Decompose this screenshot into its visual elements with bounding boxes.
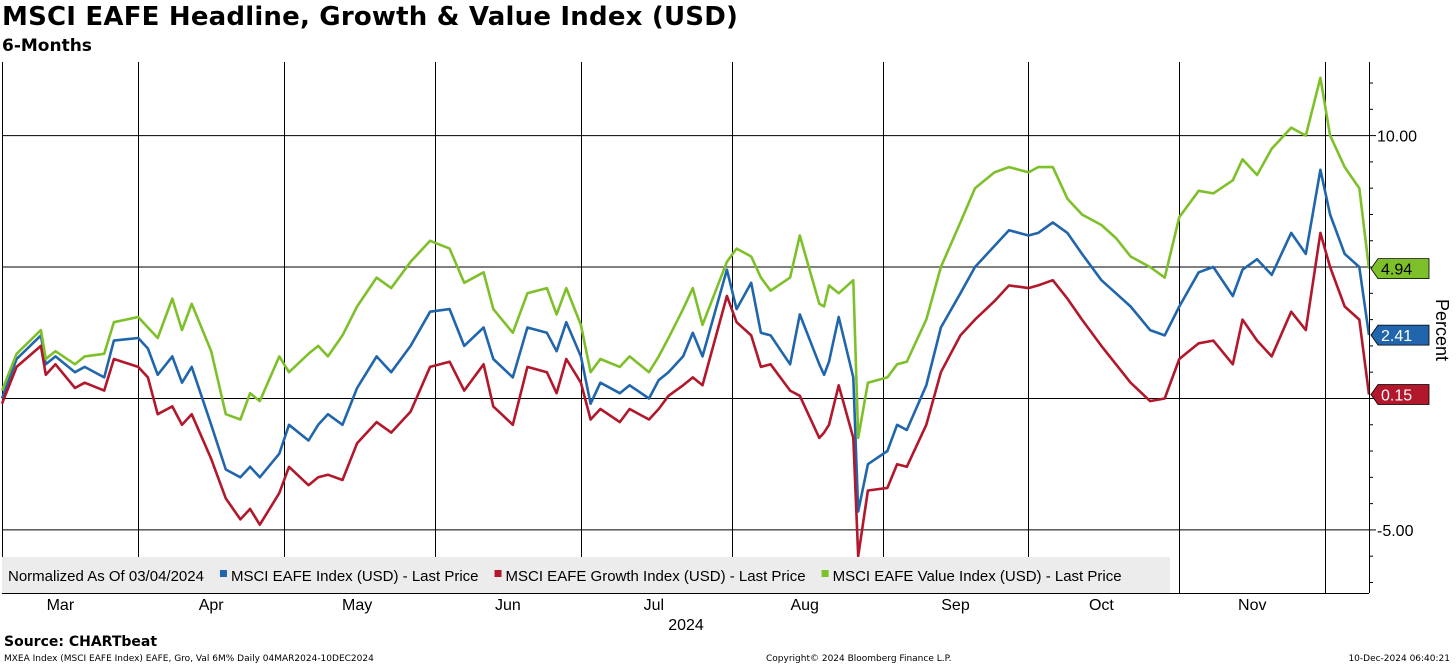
last-value-tag-bg [1370,258,1430,280]
last-value-label: 2.41 [1381,328,1412,345]
x-tick-label: Jun [495,597,521,614]
legend-box [2,557,1170,593]
timestamp: 10-Dec-2024 06:40:21 [1348,654,1450,664]
x-tick-label: Mar [47,597,75,614]
x-tick-label: Apr [199,597,225,614]
chart-subtitle: 6-Months [2,36,92,56]
legend-label: MSCI EAFE Index (USD) - Last Price [231,568,479,585]
ticker-info: MXEA Index (MSCI EAFE Index) EAFE, Gro, … [4,654,374,664]
grid [2,62,1369,593]
legend-item-headline: MSCI EAFE Index (USD) - Last Price [219,568,479,585]
last-value-label: 4.94 [1381,262,1412,279]
y-axis-label: Percent [1432,299,1452,361]
x-tick-label: Sep [941,597,970,614]
legend-swatch [494,570,502,577]
legend-swatch [219,570,227,577]
legend-swatch [821,570,829,577]
copyright-note: Copyright© 2024 Bloomberg Finance L.P. [766,654,952,664]
last-value-tag-growth: 0.15 [1370,384,1430,405]
source-note: Source: CHARTbeat [4,634,158,650]
last-value-tag-value: 4.94 [1370,258,1430,280]
series-lines [0,76,1371,558]
legend: Normalized As Of 03/04/2024 MSCI EAFE In… [2,557,1170,593]
series-line-value [0,76,1371,440]
last-value-tag-bg [1370,324,1430,346]
last-value-label: 0.15 [1381,388,1412,405]
chart-title: MSCI EAFE Headline, Growth & Value Index… [2,2,739,32]
legend-label: MSCI EAFE Value Index (USD) - Last Price [833,568,1122,585]
x-tick-label: Jul [644,597,664,614]
x-tick-label: Oct [1089,597,1114,614]
x-tick-label: Nov [1238,597,1266,614]
legend-item-growth: MSCI EAFE Growth Index (USD) - Last Pric… [494,568,806,585]
y-tick-label: -5.00 [1377,523,1414,540]
legend-item-value: MSCI EAFE Value Index (USD) - Last Price [821,568,1122,585]
last-value-tag-headline: 2.41 [1370,324,1430,346]
x-axis-year-label: 2024 [668,617,704,634]
x-tick-label: Aug [790,597,818,614]
series-line-growth [0,231,1371,558]
x-tick-label: May [342,597,372,614]
y-tick-label: 10.00 [1377,129,1417,146]
last-value-tag-bg [1370,384,1430,405]
legend-normalized-note: Normalized As Of 03/04/2024 [8,568,204,585]
legend-label: MSCI EAFE Growth Index (USD) - Last Pric… [506,568,806,585]
series-line-headline [0,168,1371,513]
axes: 10.00 -5.00 Mar Apr May Jun Jul Aug Sep Oct Nov 2.4… [2,62,1430,614]
